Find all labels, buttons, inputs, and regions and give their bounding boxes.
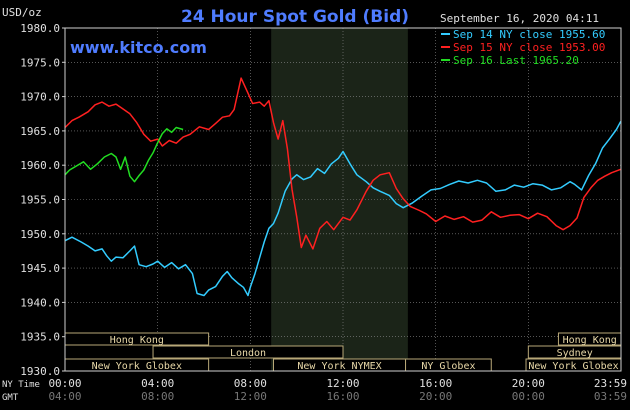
x-tick-label-ny: 04:00	[141, 377, 174, 390]
y-axis: 1930.0 1935.0 1940.0 1945.0 1950.0 1955.0 1960…	[20, 22, 65, 378]
series-layer	[64, 77, 622, 297]
x-tick-label-ny: 20:00	[512, 377, 545, 390]
chart-title: 24 Hour Spot Gold (Bid)	[181, 7, 409, 27]
y-tick-label: 1940.0	[20, 296, 60, 309]
x-tick-label-ny: 00:00	[48, 377, 81, 390]
y-tick-label: 1930.0	[20, 365, 60, 378]
y-tick-label: 1950.0	[20, 228, 60, 241]
series-line-sep-14	[64, 120, 622, 297]
y-tick-label: 1965.0	[20, 125, 60, 138]
session-bar	[152, 345, 344, 359]
session-label: Hong Kong	[110, 335, 164, 346]
x-tick-label-gmt: 20:00	[419, 390, 452, 403]
y-tick-label: 1975.0	[20, 56, 60, 69]
session-label: Sydney	[557, 348, 593, 359]
series-line-sep-15	[64, 77, 622, 250]
timestamp: September 16, 2020 04:11	[440, 12, 599, 25]
x-tick-label-ny: 16:00	[419, 377, 452, 390]
x-tick-label-gmt: 03:59	[594, 390, 627, 403]
x-axis: 00:0004:0004:0008:0008:0012:0012:0016:00…	[48, 377, 627, 403]
y-tick-label: 1935.0	[20, 331, 60, 344]
y-tick-label: 1980.0	[20, 22, 60, 35]
y-tick-label: 1970.0	[20, 91, 60, 104]
y-tick-label: 1960.0	[20, 159, 60, 172]
legend-entry: Sep 16 Last 1965.20	[453, 54, 579, 67]
session-label: Hong Kong	[563, 335, 617, 346]
series-line-sep-16	[64, 126, 184, 183]
nymex-highlight-layer	[271, 28, 408, 371]
x-tick-label-gmt: 08:00	[141, 390, 174, 403]
y-axis-unit-label: USD/oz	[2, 6, 42, 19]
x-tick-label-gmt: 00:00	[512, 390, 545, 403]
x-tick-label-ny: 12:00	[326, 377, 359, 390]
session-label: New York Globex	[92, 361, 182, 372]
x-tick-label-ny: 08:00	[234, 377, 267, 390]
x-tick-label-gmt: 04:00	[48, 390, 81, 403]
gmt-label: GMT	[2, 393, 19, 403]
nymex-session-band	[271, 28, 408, 371]
y-tick-label: 1955.0	[20, 194, 60, 207]
session-bars: Hong Kong Hong Kong London Sydney New York G…	[64, 332, 622, 372]
legend-entry: Sep 14 NY close 1955.60	[453, 28, 605, 41]
legend-entry: Sep 15 NY close 1953.00	[453, 41, 605, 54]
x-tick-label-ny: 23:59	[594, 377, 627, 390]
session-label: London	[230, 348, 266, 359]
session-label: New York NYMEX	[297, 361, 381, 372]
x-tick-label-gmt: 16:00	[326, 390, 359, 403]
x-tick-label-gmt: 12:00	[234, 390, 267, 403]
session-label: NY Globex	[421, 361, 475, 372]
session-label: New York Globex	[528, 361, 618, 372]
watermark-url: www.kitco.com	[70, 38, 207, 57]
ny-time-label: NY Time	[2, 380, 40, 390]
y-tick-label: 1945.0	[20, 262, 60, 275]
